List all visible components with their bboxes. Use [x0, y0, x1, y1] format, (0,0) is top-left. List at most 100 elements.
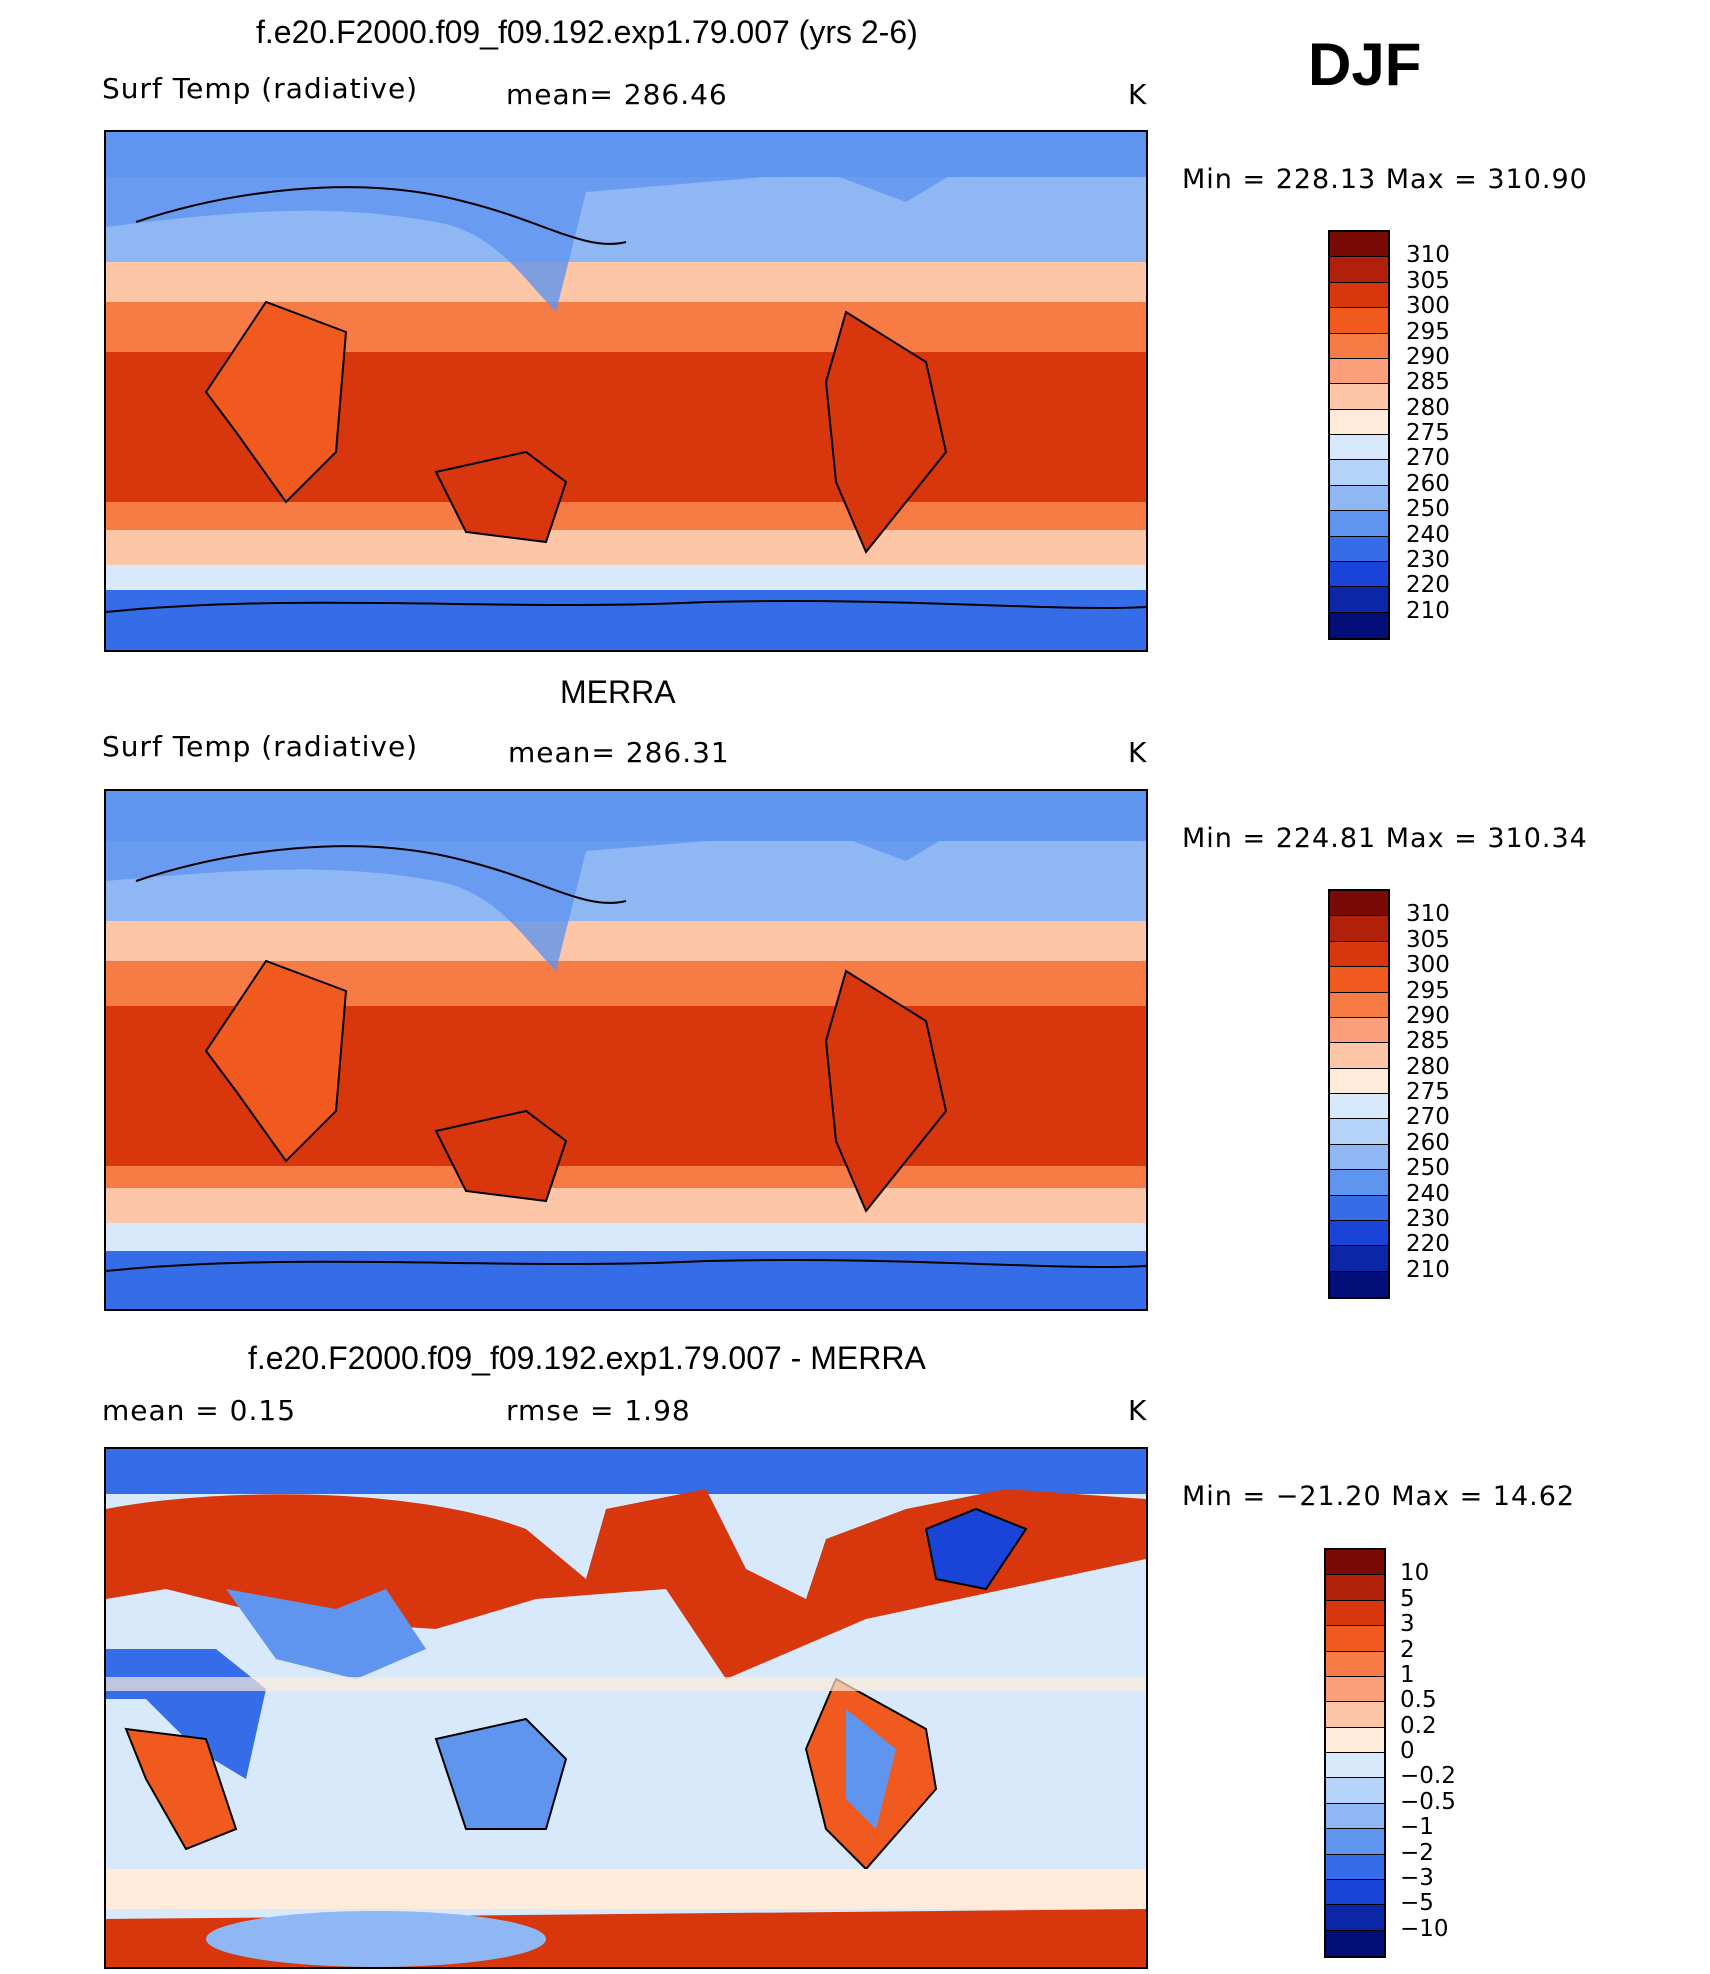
colorbar-tick-label: 0.2: [1400, 1712, 1437, 1739]
colorbar-tick-label: 240: [1406, 521, 1450, 548]
colorbar-swatch: [1330, 1043, 1388, 1069]
colorbar-tick-label: 290: [1406, 1002, 1450, 1029]
season-label: DJF: [1308, 31, 1422, 98]
panel2-mean: mean= 286.31: [508, 736, 730, 769]
panel3-colorbar: [1324, 1548, 1386, 1958]
colorbar-swatch: [1326, 1676, 1384, 1703]
colorbar-tick-label: 220: [1406, 1231, 1450, 1258]
colorbar-swatch: [1326, 1905, 1384, 1931]
colorbar-swatch: [1330, 1220, 1388, 1247]
colorbar-tick-label: 250: [1406, 496, 1450, 523]
panel1-colorbar: [1328, 230, 1390, 640]
panel1-map: [104, 130, 1148, 652]
colorbar-swatch: [1330, 1119, 1388, 1145]
colorbar-swatch: [1326, 1727, 1384, 1753]
colorbar-swatch: [1326, 1879, 1384, 1906]
colorbar-tick-label: 280: [1406, 1053, 1450, 1080]
colorbar-tick-label: 230: [1406, 1205, 1450, 1232]
panel3-map: [104, 1447, 1148, 1969]
colorbar-swatch: [1330, 536, 1388, 562]
panel1-title: f.e20.F2000.f09_f09.192.exp1.79.007 (yrs…: [256, 14, 918, 50]
colorbar-tick-label: 280: [1406, 394, 1450, 421]
colorbar-tick-label: 220: [1406, 572, 1450, 599]
colorbar-swatch: [1330, 409, 1388, 435]
colorbar-swatch: [1330, 1144, 1388, 1171]
colorbar-tick-label: 300: [1406, 293, 1450, 320]
panel3-minmax: Min = −21.20 Max = 14.62: [1182, 1481, 1576, 1512]
panel2-colorbar-labels: 310 305 300 295 290 285 280 275 270 260 250 240 230 2…: [1406, 889, 1486, 1295]
colorbar-tick-label: 290: [1406, 343, 1450, 370]
colorbar-swatch: [1330, 587, 1388, 613]
colorbar-swatch: [1326, 1854, 1384, 1880]
colorbar-swatch: [1330, 1246, 1388, 1272]
colorbar-swatch: [1330, 612, 1388, 638]
colorbar-tick-label: 270: [1406, 445, 1450, 472]
colorbar-tick-label: −0.2: [1400, 1763, 1456, 1790]
colorbar-tick-label: −2: [1400, 1839, 1434, 1866]
colorbar-tick-label: −3: [1400, 1864, 1434, 1891]
colorbar-swatch: [1330, 358, 1388, 385]
colorbar-swatch: [1330, 992, 1388, 1018]
temperature-field-map: [106, 791, 1146, 1309]
colorbar-tick-label: −0.5: [1400, 1788, 1456, 1815]
colorbar-tick-label: 0.5: [1400, 1687, 1437, 1714]
colorbar-swatch: [1330, 384, 1388, 410]
colorbar-tick-label: 305: [1406, 267, 1450, 294]
colorbar-tick-label: 250: [1406, 1155, 1450, 1182]
panel3-mean: mean = 0.15: [102, 1394, 297, 1427]
colorbar-tick-label: 210: [1406, 597, 1450, 624]
panel3-units: K: [1128, 1394, 1148, 1427]
colorbar-swatch: [1330, 1094, 1388, 1120]
panel2-variable: Surf Temp (radiative): [102, 730, 419, 763]
colorbar-swatch: [1326, 1829, 1384, 1855]
colorbar-tick-label: 305: [1406, 926, 1450, 953]
colorbar-tick-label: 270: [1406, 1104, 1450, 1131]
panel1-colorbar-labels: 310 305 300 295 290 285 280 275 270 260 250 240 230 2…: [1406, 230, 1486, 636]
colorbar-swatch: [1326, 1575, 1384, 1601]
panel3-title: f.e20.F2000.f09_f09.192.exp1.79.007 - ME…: [248, 1340, 926, 1376]
panel2-map: [104, 789, 1148, 1311]
colorbar-swatch: [1330, 1068, 1388, 1094]
panel2-colorbar: [1328, 889, 1390, 1299]
colorbar-swatch: [1330, 257, 1388, 283]
colorbar-tick-label: 310: [1406, 242, 1450, 269]
colorbar-swatch: [1326, 1803, 1384, 1830]
colorbar-tick-label: 0: [1400, 1738, 1415, 1764]
temperature-field-map: [106, 132, 1146, 650]
colorbar-swatch: [1330, 511, 1388, 537]
colorbar-swatch: [1326, 1651, 1384, 1677]
colorbar-swatch: [1326, 1702, 1384, 1728]
panel1-variable: Surf Temp (radiative): [102, 72, 419, 105]
colorbar-tick-label: 2: [1400, 1636, 1415, 1663]
colorbar-swatch: [1330, 1195, 1388, 1221]
colorbar-tick-label: 300: [1406, 952, 1450, 979]
colorbar-tick-label: 240: [1406, 1180, 1450, 1207]
colorbar-swatch: [1326, 1778, 1384, 1804]
colorbar-swatch: [1330, 485, 1388, 512]
colorbar-tick-label: 275: [1406, 420, 1450, 446]
colorbar-swatch: [1330, 460, 1388, 486]
colorbar-tick-label: 5: [1400, 1585, 1415, 1612]
colorbar-tick-label: 10: [1400, 1560, 1430, 1587]
colorbar-tick-label: 260: [1406, 470, 1450, 497]
colorbar-swatch: [1326, 1550, 1384, 1576]
colorbar-tick-label: −5: [1400, 1890, 1434, 1917]
colorbar-tick-label: 230: [1406, 546, 1450, 573]
panel2-minmax: Min = 224.81 Max = 310.34: [1182, 823, 1588, 854]
colorbar-swatch: [1330, 916, 1388, 942]
colorbar-tick-label: 295: [1406, 318, 1450, 345]
colorbar-tick-label: 295: [1406, 977, 1450, 1004]
colorbar-tick-label: −1: [1400, 1814, 1434, 1841]
colorbar-swatch: [1330, 1017, 1388, 1044]
colorbar-swatch: [1330, 891, 1388, 917]
panel3-colorbar-labels: 10 5 3 2 1 0.5 0.2 0 −0.2 −0.5 −1 −2 −3 −5 −10: [1400, 1548, 1490, 1954]
colorbar-tick-label: 275: [1406, 1079, 1450, 1105]
colorbar-swatch: [1326, 1753, 1384, 1779]
panel2-units: K: [1128, 736, 1148, 769]
panel1-minmax: Min = 228.13 Max = 310.90: [1182, 164, 1588, 195]
colorbar-swatch: [1330, 941, 1388, 968]
colorbar-swatch: [1330, 561, 1388, 588]
colorbar-swatch: [1330, 308, 1388, 334]
colorbar-tick-label: 310: [1406, 901, 1450, 928]
difference-field-map: [106, 1449, 1146, 1967]
